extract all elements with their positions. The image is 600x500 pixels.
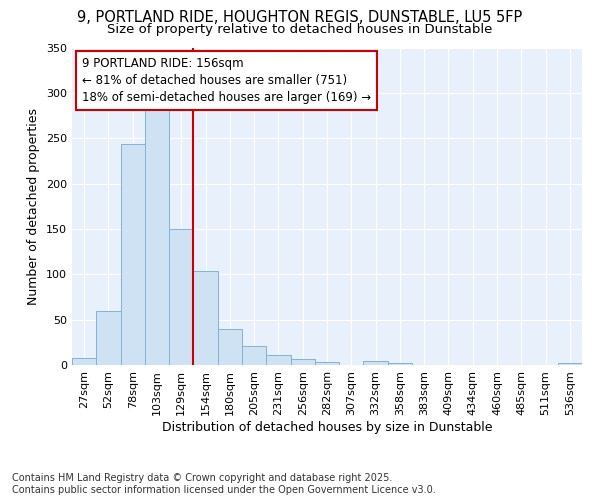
Bar	[72, 358, 96, 365]
Text: Size of property relative to detached houses in Dunstable: Size of property relative to detached ho…	[107, 22, 493, 36]
Bar	[121, 144, 145, 365]
Bar	[193, 270, 218, 365]
Bar	[218, 328, 242, 365]
Bar	[242, 346, 266, 365]
X-axis label: Distribution of detached houses by size in Dunstable: Distribution of detached houses by size …	[162, 420, 492, 434]
Text: 9 PORTLAND RIDE: 156sqm
← 81% of detached houses are smaller (751)
18% of semi-d: 9 PORTLAND RIDE: 156sqm ← 81% of detache…	[82, 57, 371, 104]
Bar	[558, 363, 582, 365]
Bar	[388, 363, 412, 365]
Bar	[266, 355, 290, 365]
Bar	[290, 358, 315, 365]
Bar	[364, 362, 388, 365]
Text: Contains HM Land Registry data © Crown copyright and database right 2025.
Contai: Contains HM Land Registry data © Crown c…	[12, 474, 436, 495]
Text: 9, PORTLAND RIDE, HOUGHTON REGIS, DUNSTABLE, LU5 5FP: 9, PORTLAND RIDE, HOUGHTON REGIS, DUNSTA…	[77, 10, 523, 25]
Bar	[145, 102, 169, 365]
Bar	[315, 362, 339, 365]
Bar	[96, 312, 121, 365]
Bar	[169, 229, 193, 365]
Y-axis label: Number of detached properties: Number of detached properties	[28, 108, 40, 304]
